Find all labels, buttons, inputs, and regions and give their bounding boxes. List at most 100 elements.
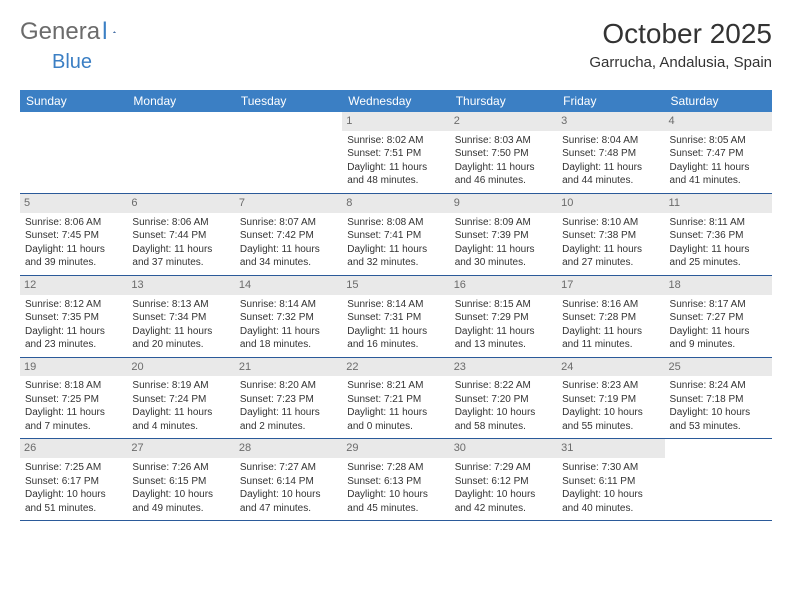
daylight-text: Daylight: 11 hours	[455, 161, 552, 175]
sunset-text: Sunset: 7:23 PM	[240, 393, 337, 407]
sunrise-text: Sunrise: 8:22 AM	[455, 379, 552, 393]
sunrise-text: Sunrise: 7:29 AM	[455, 461, 552, 475]
week-row: ...1Sunrise: 8:02 AMSunset: 7:51 PMDayli…	[20, 112, 772, 194]
daylight-text: Daylight: 11 hours	[347, 325, 444, 339]
sunset-text: Sunset: 7:39 PM	[455, 229, 552, 243]
daylight-text: and 42 minutes.	[455, 502, 552, 516]
day-number: 3	[557, 112, 664, 131]
daylight-text: and 53 minutes.	[670, 420, 767, 434]
day-number: 24	[557, 358, 664, 377]
daylight-text: Daylight: 10 hours	[562, 406, 659, 420]
sunrise-text: Sunrise: 8:23 AM	[562, 379, 659, 393]
day-cell: 3 Sunrise: 8:04 AMSunset: 7:48 PMDaylight…	[557, 112, 664, 193]
sunset-text: Sunset: 7:36 PM	[670, 229, 767, 243]
sunrise-text: Sunrise: 8:09 AM	[455, 216, 552, 230]
sunset-text: Sunset: 7:51 PM	[347, 147, 444, 161]
daylight-text: and 23 minutes.	[25, 338, 122, 352]
daylight-text: and 27 minutes.	[562, 256, 659, 270]
day-number: 27	[127, 439, 234, 458]
daylight-text: Daylight: 10 hours	[670, 406, 767, 420]
day-cell: 7Sunrise: 8:07 AMSunset: 7:42 PMDaylight…	[235, 194, 342, 275]
daylight-text: and 18 minutes.	[240, 338, 337, 352]
day-number: 26	[20, 439, 127, 458]
daylight-text: and 34 minutes.	[240, 256, 337, 270]
sunset-text: Sunset: 7:19 PM	[562, 393, 659, 407]
sunrise-text: Sunrise: 7:26 AM	[132, 461, 229, 475]
sunset-text: Sunset: 6:12 PM	[455, 475, 552, 489]
daylight-text: and 48 minutes.	[347, 174, 444, 188]
sunset-text: Sunset: 7:29 PM	[455, 311, 552, 325]
sunrise-text: Sunrise: 8:16 AM	[562, 298, 659, 312]
day-cell: 1Sunrise: 8:02 AMSunset: 7:51 PMDaylight…	[342, 112, 449, 193]
sunrise-text: Sunrise: 7:25 AM	[25, 461, 122, 475]
sunset-text: Sunset: 7:31 PM	[347, 311, 444, 325]
sunset-text: Sunset: 6:14 PM	[240, 475, 337, 489]
day-cell: 26Sunrise: 7:25 AMSunset: 6:17 PMDayligh…	[20, 439, 127, 520]
daylight-text: Daylight: 11 hours	[240, 406, 337, 420]
day-cell: 21Sunrise: 8:20 AMSunset: 7:23 PMDayligh…	[235, 358, 342, 439]
day-number: 15	[342, 276, 449, 295]
calendar: SundayMondayTuesdayWednesdayThursdayFrid…	[20, 90, 772, 521]
sail-icon	[113, 25, 116, 39]
daylight-text: Daylight: 11 hours	[562, 325, 659, 339]
sunrise-text: Sunrise: 8:04 AM	[562, 134, 659, 148]
sunset-text: Sunset: 7:42 PM	[240, 229, 337, 243]
sunrise-text: Sunrise: 8:19 AM	[132, 379, 229, 393]
sunrise-text: Sunrise: 7:27 AM	[240, 461, 337, 475]
daylight-text: and 0 minutes.	[347, 420, 444, 434]
sunrise-text: Sunrise: 8:06 AM	[132, 216, 229, 230]
daylight-text: and 39 minutes.	[25, 256, 122, 270]
weekday-header: Thursday	[450, 90, 557, 112]
daylight-text: and 51 minutes.	[25, 502, 122, 516]
logo-text-blue: Blue	[52, 51, 92, 73]
daylight-text: Daylight: 11 hours	[562, 161, 659, 175]
daylight-text: Daylight: 10 hours	[25, 488, 122, 502]
day-cell: 24 Sunrise: 8:23 AMSunset: 7:19 PMDayligh…	[557, 358, 664, 439]
sunset-text: Sunset: 7:28 PM	[562, 311, 659, 325]
daylight-text: and 49 minutes.	[132, 502, 229, 516]
day-cell: 13Sunrise: 8:13 AMSunset: 7:34 PMDayligh…	[127, 276, 234, 357]
daylight-text: Daylight: 11 hours	[347, 406, 444, 420]
sunset-text: Sunset: 7:38 PM	[562, 229, 659, 243]
sunrise-text: Sunrise: 8:02 AM	[347, 134, 444, 148]
daylight-text: Daylight: 10 hours	[455, 406, 552, 420]
daylight-text: and 41 minutes.	[670, 174, 767, 188]
day-cell: 8Sunrise: 8:08 AMSunset: 7:41 PMDaylight…	[342, 194, 449, 275]
sunset-text: Sunset: 7:50 PM	[455, 147, 552, 161]
daylight-text: Daylight: 11 hours	[562, 243, 659, 257]
weekday-header: Monday	[127, 90, 234, 112]
sunset-text: Sunset: 7:48 PM	[562, 147, 659, 161]
sunset-text: Sunset: 7:45 PM	[25, 229, 122, 243]
day-cell: 4Sunrise: 8:05 AMSunset: 7:47 PMDaylight…	[665, 112, 772, 193]
daylight-text: Daylight: 10 hours	[347, 488, 444, 502]
daylight-text: Daylight: 11 hours	[25, 325, 122, 339]
daylight-text: and 40 minutes.	[562, 502, 659, 516]
day-number: 20	[127, 358, 234, 377]
daylight-text: and 44 minutes.	[562, 174, 659, 188]
day-number: 12	[20, 276, 127, 295]
sunrise-text: Sunrise: 8:07 AM	[240, 216, 337, 230]
sunrise-text: Sunrise: 8:14 AM	[240, 298, 337, 312]
sunset-text: Sunset: 6:15 PM	[132, 475, 229, 489]
sunrise-text: Sunrise: 8:11 AM	[670, 216, 767, 230]
daylight-text: Daylight: 11 hours	[25, 243, 122, 257]
day-number: 16	[450, 276, 557, 295]
weekday-header: Wednesday	[342, 90, 449, 112]
day-number: 31	[557, 439, 664, 458]
day-number: 28	[235, 439, 342, 458]
daylight-text: and 4 minutes.	[132, 420, 229, 434]
sunrise-text: Sunrise: 7:28 AM	[347, 461, 444, 475]
daylight-text: Daylight: 10 hours	[240, 488, 337, 502]
daylight-text: Daylight: 11 hours	[132, 325, 229, 339]
day-cell: 29Sunrise: 7:28 AMSunset: 6:13 PMDayligh…	[342, 439, 449, 520]
day-cell: 19Sunrise: 8:18 AMSunset: 7:25 PMDayligh…	[20, 358, 127, 439]
daylight-text: and 25 minutes.	[670, 256, 767, 270]
daylight-text: and 30 minutes.	[455, 256, 552, 270]
daylight-text: Daylight: 11 hours	[670, 325, 767, 339]
week-row: 5Sunrise: 8:06 AMSunset: 7:45 PMDaylight…	[20, 194, 772, 276]
day-number: 30	[450, 439, 557, 458]
daylight-text: Daylight: 11 hours	[455, 325, 552, 339]
day-cell: 22Sunrise: 8:21 AMSunset: 7:21 PMDayligh…	[342, 358, 449, 439]
day-cell: 6Sunrise: 8:06 AMSunset: 7:44 PMDaylight…	[127, 194, 234, 275]
weekday-header: Tuesday	[235, 90, 342, 112]
